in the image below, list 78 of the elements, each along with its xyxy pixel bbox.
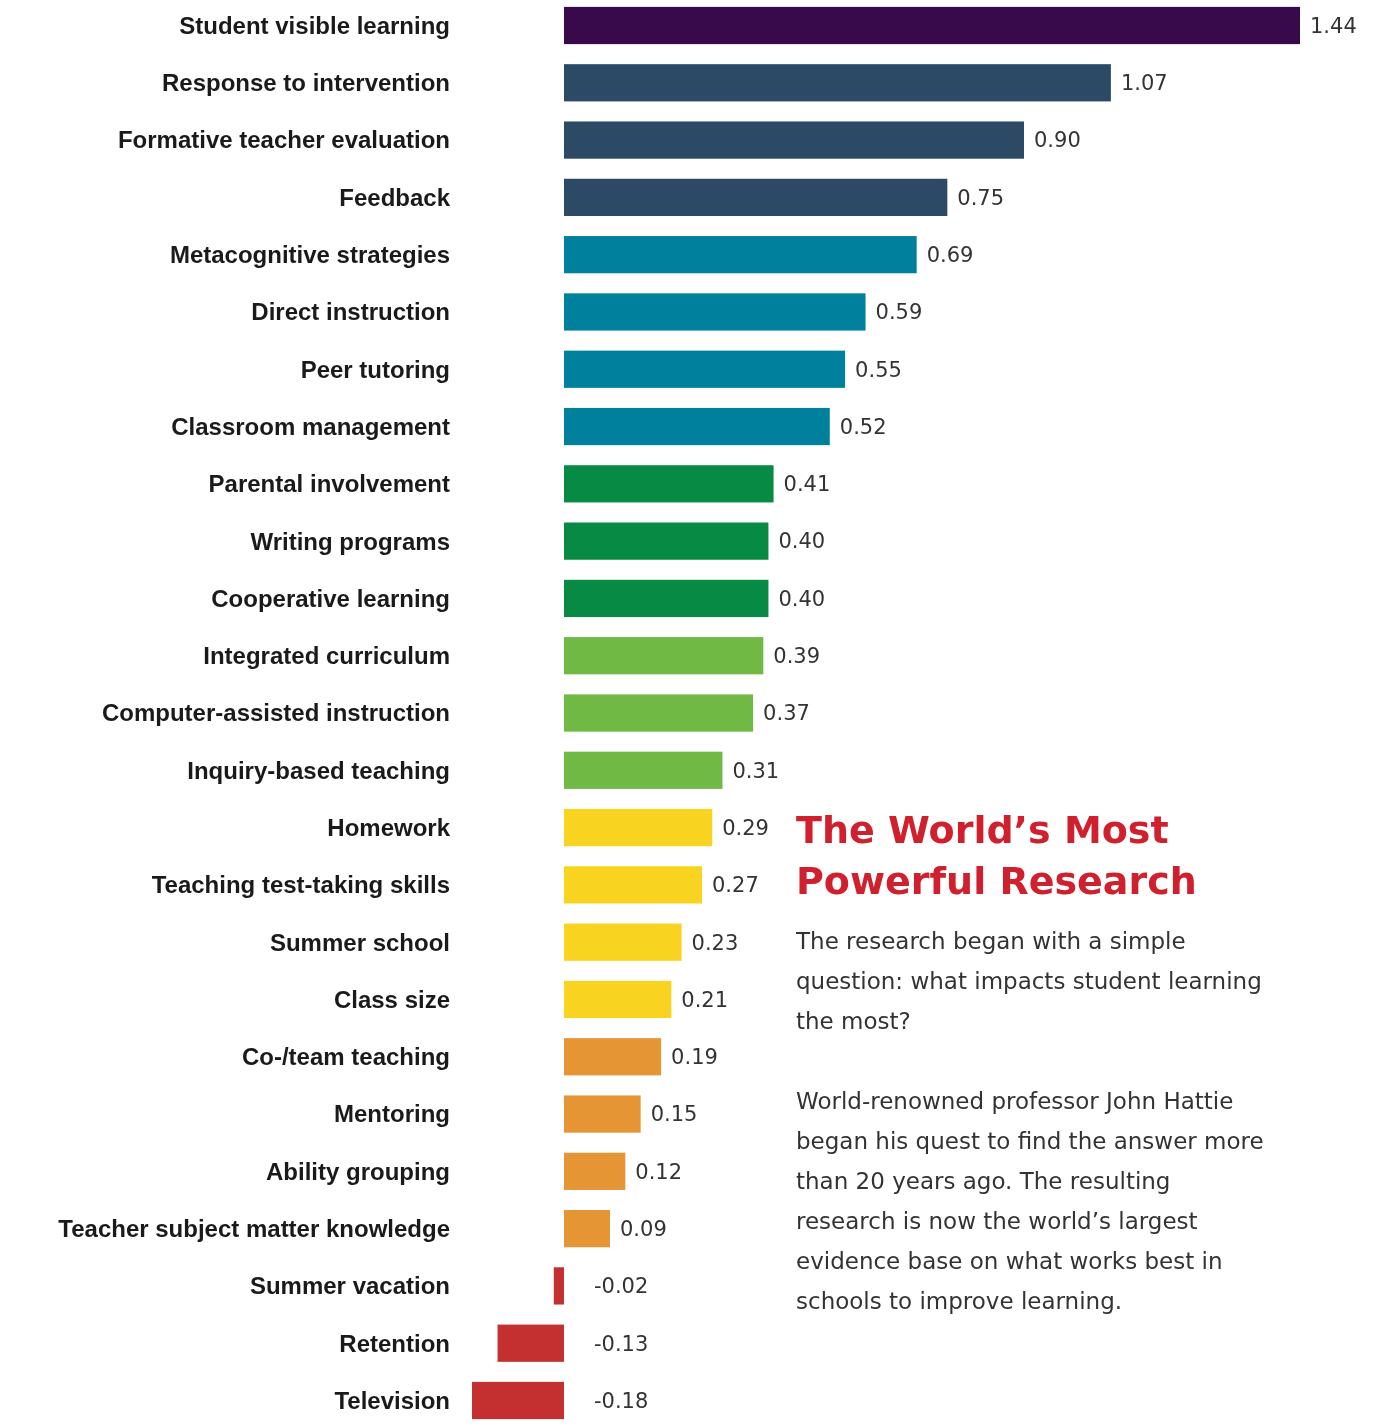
bar: [564, 1095, 641, 1133]
data-label: 0.52: [839, 414, 887, 439]
data-label: 1.07: [1120, 71, 1168, 96]
data-label: -0.18: [594, 1388, 649, 1413]
data-label: -0.13: [594, 1331, 649, 1356]
y-tick-label: Inquiry-based teaching: [187, 756, 450, 784]
data-label: 0.75: [957, 185, 1005, 210]
bar: [497, 1324, 564, 1362]
y-tick-label: Cooperative learning: [211, 584, 450, 612]
bar: [564, 579, 769, 618]
y-tick-label: Homework: [327, 813, 451, 841]
data-label: 0.40: [778, 586, 826, 611]
y-tick-label: Class size: [333, 985, 450, 1013]
bar: [564, 178, 948, 216]
data-label: 0.21: [681, 987, 729, 1012]
y-tick-label: Co-/team teaching: [241, 1043, 450, 1071]
y-tick-label: Summer vacation: [249, 1272, 450, 1300]
y-tick-label: Formative teacher evaluation: [117, 126, 450, 154]
y-tick-label: Response to intervention: [161, 69, 450, 97]
y-tick-label: Student visible learning: [179, 11, 450, 39]
bar: [553, 1267, 564, 1305]
data-label: 0.41: [783, 472, 831, 497]
data-label: 0.15: [650, 1102, 698, 1127]
y-tick-label: Mentoring: [334, 1100, 450, 1128]
data-label: 0.59: [875, 300, 923, 325]
y-tick-label: Teacher subject matter knowledge: [58, 1215, 450, 1243]
bar: [564, 1152, 626, 1190]
bar: [564, 465, 774, 503]
data-label: -0.02: [594, 1274, 649, 1299]
data-label: 0.19: [671, 1045, 718, 1070]
bar: [564, 293, 866, 331]
bar: [564, 637, 764, 675]
data-label: 0.31: [732, 758, 780, 783]
y-tick-label: Parental involvement: [208, 470, 450, 498]
text: The World’s Most Powerful Research: [796, 807, 1198, 905]
y-tick-label: Classroom management: [171, 412, 450, 440]
data-label: 0.29: [722, 815, 769, 840]
y-tick-label: Teaching test-taking skills: [151, 871, 450, 899]
y-tick-label: Summer school: [269, 928, 450, 956]
y-tick-label: Direct instruction: [251, 298, 450, 326]
bar: [564, 808, 713, 847]
y-tick-label: Peer tutoring: [300, 355, 450, 383]
bar: [564, 236, 917, 274]
y-tick-label: Writing programs: [250, 527, 450, 555]
data-label: 0.40: [778, 529, 826, 554]
annotation: The research began with a simple question: what impacts student learning the most?: [796, 927, 1263, 1036]
bar: [564, 407, 830, 446]
y-tick-label: Computer-assisted instruction: [101, 699, 450, 727]
y-tick-label: Television: [334, 1386, 450, 1414]
bar: [564, 1210, 610, 1248]
data-label: 0.09: [620, 1216, 667, 1241]
y-tick-label: Feedback: [339, 183, 451, 211]
bar: [564, 1038, 662, 1076]
y-tick-label: Ability grouping: [266, 1157, 450, 1185]
data-label: 0.90: [1034, 128, 1081, 153]
bar: [564, 121, 1024, 159]
data-label: 0.27: [712, 873, 759, 898]
data-label: 0.12: [635, 1159, 683, 1184]
bar: [564, 694, 754, 732]
bar: [564, 751, 723, 789]
data-label: 0.55: [855, 357, 902, 382]
bar: [472, 1381, 564, 1420]
data-label: 0.39: [773, 644, 821, 669]
bar: [564, 923, 682, 961]
bar: [564, 866, 702, 904]
bar: [564, 6, 1300, 45]
data-label: 0.37: [763, 701, 810, 726]
y-tick-label: Metacognitive strategies: [169, 241, 450, 269]
data-label: 0.69: [926, 243, 974, 268]
bar: [564, 980, 672, 1019]
annotation: World-renowned professor John Hattie began his quest to find the answer more than 20 years ago. The resulting research is now the world’s largest evidence base on what works best in schools to improve learning.: [796, 1087, 1265, 1316]
data-label: 0.23: [691, 930, 739, 955]
bar: [564, 64, 1111, 102]
y-tick-label: Integrated curriculum: [203, 642, 450, 670]
data-label: 1.44: [1310, 13, 1357, 38]
bar: [564, 350, 846, 388]
y-tick-label: Retention: [339, 1329, 450, 1357]
bar: [564, 522, 769, 560]
